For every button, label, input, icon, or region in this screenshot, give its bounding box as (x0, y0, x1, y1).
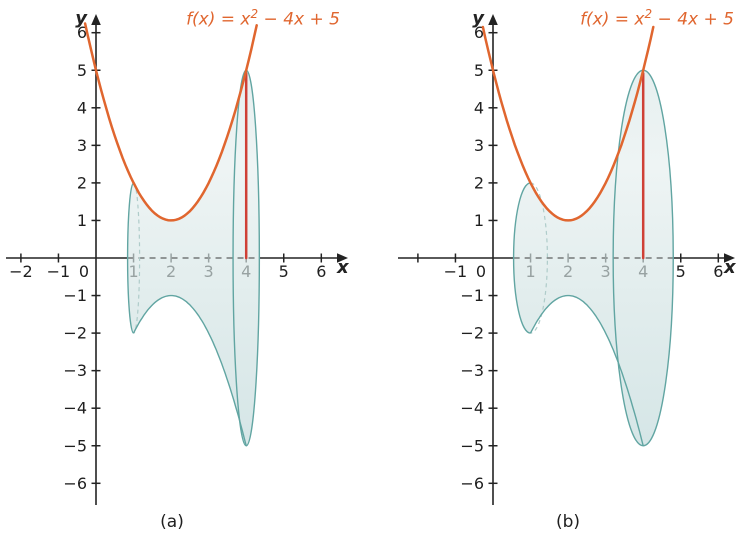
function-curve (481, 25, 655, 222)
caption-a: (a) (160, 512, 184, 532)
y-tick-label: −4 (460, 399, 484, 418)
function-label-b: f(x) = x2 − 4x + 5 (580, 7, 734, 30)
x-tick-label: 3 (204, 262, 214, 281)
caption-b: (b) (555, 512, 581, 532)
y-tick-label: 2 (474, 173, 484, 192)
function-label-text: − 4x + 5 (652, 9, 734, 30)
y-tick-label: 5 (474, 61, 484, 80)
x-tick-label: 1 (128, 262, 138, 281)
surface-bottom-silhouette (529, 294, 644, 446)
x-axis-letter: x (336, 257, 350, 278)
x-tick-label: 5 (279, 262, 289, 281)
x-tick-label: 2 (563, 262, 573, 281)
start-disk-back-edge-dashed (133, 182, 141, 334)
x-tick-label: 6 (713, 262, 723, 281)
function-label-text: f(x) = x (186, 9, 251, 30)
y-tick-label: 4 (77, 98, 87, 117)
x-tick-label: −2 (9, 262, 33, 281)
function-label-a: f(x) = x2 − 4x + 5 (186, 7, 340, 30)
y-tick-label: 2 (77, 173, 87, 192)
surface-bottom-silhouette (132, 294, 247, 446)
x-axis-arrow-icon (724, 253, 735, 263)
function-curve (83, 22, 258, 222)
y-tick-label: 3 (474, 136, 484, 155)
y-tick-label: −2 (460, 324, 484, 343)
y-tick-label: −3 (63, 361, 87, 380)
x-axis-letter: x (723, 257, 737, 278)
y-tick-label: −1 (460, 286, 484, 305)
x-tick-label: 5 (676, 262, 686, 281)
hidden-axis-and-inside-labels: 1 2 3 4 (513, 253, 674, 281)
y-tick-label: 1 (77, 211, 87, 230)
y-tick-label: −6 (460, 474, 484, 493)
x-axis-arrow-icon (337, 253, 348, 263)
y-tick-label: −4 (63, 399, 87, 418)
y-tick-label: −5 (460, 436, 484, 455)
x-tick-label: 6 (316, 262, 326, 281)
x-tick-label: 3 (601, 262, 611, 281)
y-tick-label: 3 (77, 136, 87, 155)
y-axis-letter: y (472, 8, 485, 29)
plot-panel-b: 1 2 3 4 y x −1 0 5 6 6 5 4 3 2 1 −1 −2 −3 −4 −5 −6 (398, 8, 737, 505)
y-tick-label: 6 (77, 23, 87, 42)
y-tick-label: 6 (474, 23, 484, 42)
function-label-text: f(x) = x (580, 9, 645, 30)
y-tick-label: 4 (474, 98, 484, 117)
x-tick-label: 4 (241, 262, 251, 281)
y-axis-arrow-icon (488, 14, 498, 25)
axes: y x −1 0 5 6 6 5 4 3 2 1 −1 −2 −3 −4 −5 −6 (398, 8, 737, 505)
function-label-text: − 4x + 5 (258, 9, 340, 30)
x-tick-label: 1 (525, 262, 535, 281)
x-tick-label: −1 (47, 262, 71, 281)
y-tick-label: −1 (63, 286, 87, 305)
y-tick-label: −6 (63, 474, 87, 493)
function-label-exponent: 2 (644, 7, 653, 21)
start-disk-front-edge (512, 182, 531, 334)
y-tick-label: −2 (63, 324, 87, 343)
y-tick-label: −3 (460, 361, 484, 380)
hidden-axis-and-inside-labels: 1 2 3 4 (127, 253, 260, 281)
y-tick-label: 5 (77, 61, 87, 80)
y-tick-label: −5 (63, 436, 87, 455)
x-tick-label: 0 (476, 262, 486, 281)
y-tick-label: 1 (474, 211, 484, 230)
x-tick-label: 0 (79, 262, 89, 281)
start-disk-front-edge (126, 182, 134, 334)
y-axis-arrow-icon (91, 14, 101, 25)
x-tick-label: 4 (638, 262, 648, 281)
function-label-exponent: 2 (250, 7, 259, 21)
x-tick-label: 2 (166, 262, 176, 281)
revolved-region-fill (127, 70, 259, 446)
x-tick-label: −1 (444, 262, 468, 281)
